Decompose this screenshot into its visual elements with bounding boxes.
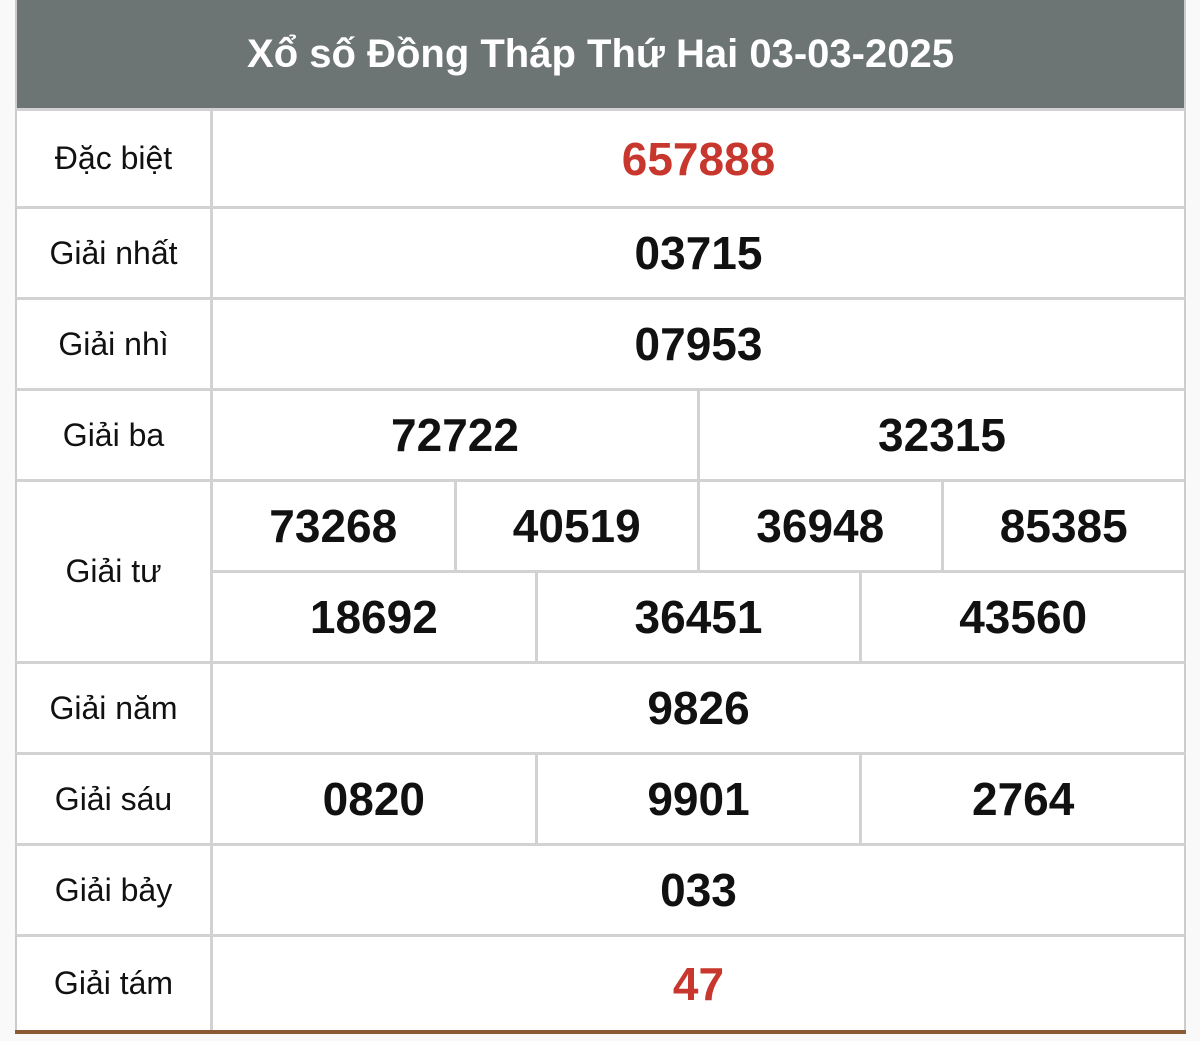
prize-number: 9901 — [534, 755, 860, 843]
prize-row: Giải bảy 033 — [15, 843, 1186, 934]
prize-number: 36451 — [534, 573, 860, 661]
prize-row: Giải tám 47 — [15, 934, 1186, 1030]
prize-number: 43560 — [859, 573, 1184, 661]
results-table: Xổ số Đồng Tháp Thứ Hai 03-03-2025 Đặc b… — [15, 0, 1186, 1034]
prize-row: Giải ba 72722 32315 — [15, 388, 1186, 479]
prize-number: 657888 — [621, 132, 776, 185]
table-title: Xổ số Đồng Tháp Thứ Hai 03-03-2025 — [15, 0, 1186, 108]
prize-label: Giải tư — [17, 482, 213, 661]
prize-label: Giải năm — [17, 664, 213, 752]
prize-number: 36948 — [697, 482, 941, 570]
prize-label: Giải sáu — [17, 755, 213, 843]
prize-number: 9826 — [647, 682, 750, 734]
prize-label: Giải nhất — [17, 209, 213, 297]
prize-row: Giải nhì 07953 — [15, 297, 1186, 388]
prize-row: Giải sáu 0820 9901 2764 — [15, 752, 1186, 843]
prize-number: 72722 — [391, 409, 519, 461]
prize-number: 03715 — [634, 227, 763, 279]
prize-label: Đặc biệt — [17, 111, 213, 206]
prize-label: Giải ba — [17, 391, 213, 479]
prize-number: 40519 — [453, 482, 698, 570]
prize-number: 73268 — [269, 500, 398, 552]
prize-number: 85385 — [940, 482, 1185, 570]
prize-label: Giải nhì — [17, 300, 213, 388]
prize-label: Giải bảy — [17, 846, 213, 934]
prize-row: Giải năm 9826 — [15, 661, 1186, 752]
prize-number: 033 — [660, 864, 737, 916]
prize-number: 07953 — [634, 318, 763, 370]
prize-row: Giải nhất 03715 — [15, 206, 1186, 297]
prize-number: 2764 — [859, 755, 1184, 843]
prize-label: Giải tám — [17, 937, 213, 1030]
bottom-border — [15, 1030, 1186, 1034]
prize-number: 0820 — [322, 773, 425, 825]
prize-number: 18692 — [309, 591, 438, 643]
prize-number: 32315 — [697, 391, 1184, 479]
prize-row: Giải tư 73268 40519 36948 85385 18692 36451 435… — [15, 479, 1186, 661]
prize-number: 47 — [672, 957, 725, 1010]
prize-row: Đặc biệt 657888 — [15, 108, 1186, 206]
